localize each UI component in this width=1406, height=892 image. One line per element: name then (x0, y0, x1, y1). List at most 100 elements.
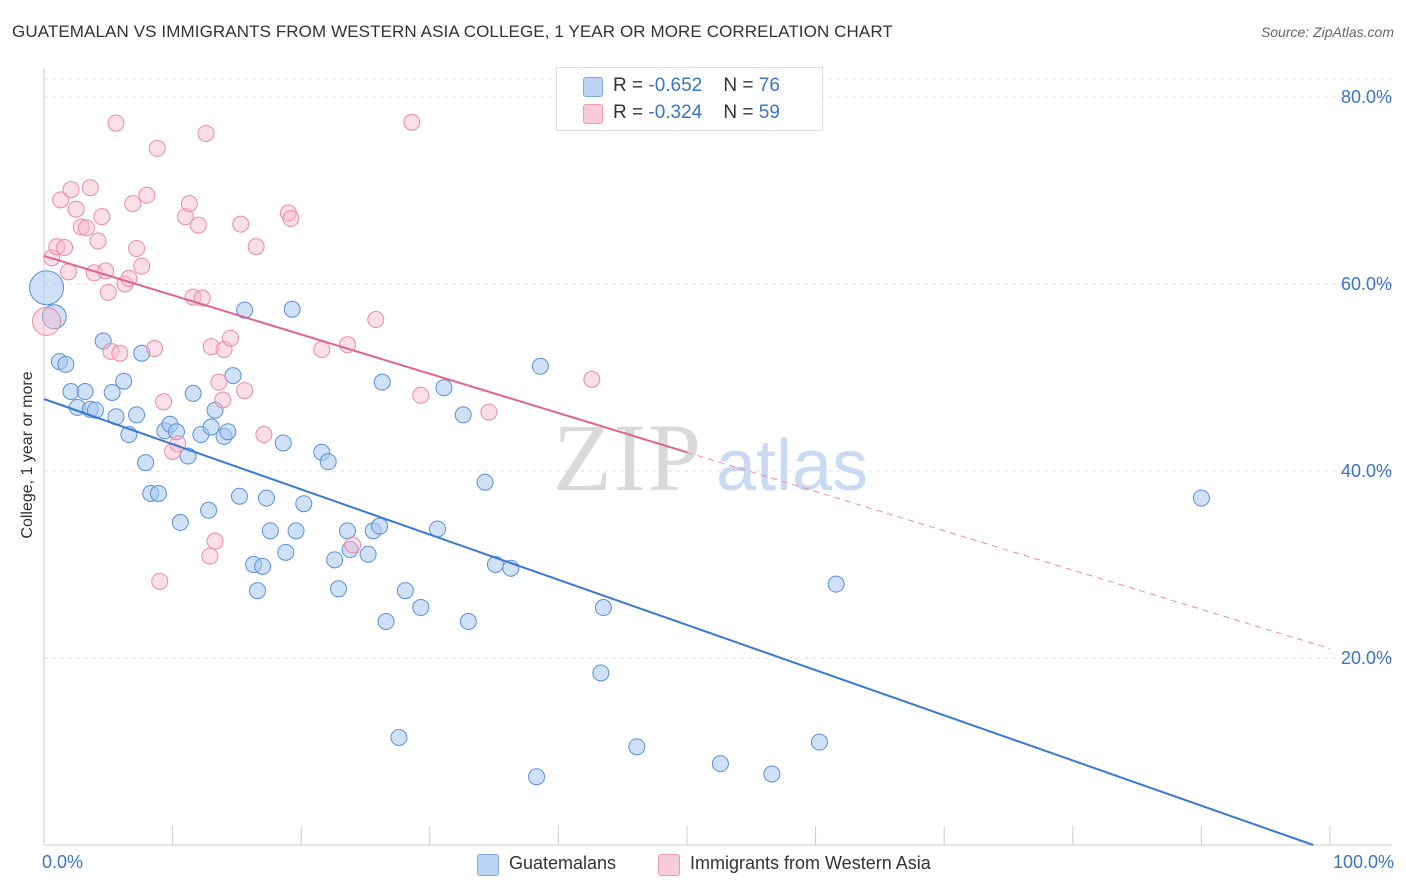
guatemalan-point (219, 423, 237, 441)
western-asia-point (151, 572, 169, 590)
western-asia-point (56, 239, 74, 257)
guatemalan-point (254, 557, 272, 575)
western-asia-point (247, 238, 265, 256)
legend-n-label: N = (723, 75, 759, 96)
guatemalan-point (171, 513, 189, 531)
guatemalan-point (371, 517, 389, 535)
legend-swatch-guatemalans (583, 77, 603, 97)
legend-r-value: -0.652 (648, 75, 703, 96)
western-asia-point (111, 344, 129, 362)
western-asia-point (128, 239, 146, 257)
guatemalan-trendline (43, 398, 1314, 846)
guatemalan-point (412, 599, 430, 617)
guatemalan-point (341, 541, 359, 559)
guatemalan-point (128, 406, 146, 424)
western-asia-point (214, 391, 232, 409)
legend-swatch-western-asia (583, 104, 603, 124)
western-asia-point (367, 311, 385, 329)
y-tick-label: 20.0% (1341, 648, 1392, 668)
western-asia-point (221, 329, 239, 347)
guatemalan-point (103, 383, 121, 401)
western-asia-point (344, 536, 362, 554)
guatemalan-point (329, 580, 347, 598)
western-asia-point (99, 283, 117, 301)
guatemalan-point (377, 613, 395, 631)
guatemalan-point (373, 373, 391, 391)
western-asia-point (62, 181, 80, 199)
western-asia-point (338, 336, 356, 354)
western-asia-point (202, 338, 220, 356)
source-label: Source: ZipAtlas.com (1260, 24, 1394, 40)
western-asia-point (52, 191, 70, 209)
western-asia-point (89, 232, 107, 250)
western-asia-point (81, 179, 99, 197)
western-asia-trendline-extension (686, 451, 1331, 650)
guatemalan-point (133, 344, 151, 362)
y-tick-label: 80.0% (1341, 87, 1392, 107)
guatemalan-point (435, 379, 453, 397)
y-tick-label: 40.0% (1341, 461, 1392, 481)
western-asia-point (282, 210, 300, 228)
western-asia-point (155, 393, 173, 411)
guatemalan-point (115, 372, 133, 390)
guatemalan-point (592, 664, 610, 682)
guatemalan-point (459, 613, 477, 631)
western-asia-point (480, 403, 498, 421)
guatemalan-point (184, 384, 202, 402)
western-asia-point (403, 113, 421, 131)
legend-n-value: 76 (758, 75, 780, 96)
guatemalan-point (476, 473, 494, 491)
guatemalan-point (594, 599, 612, 617)
guatemalan-point (86, 401, 104, 419)
legend-r-label: R = (613, 75, 649, 96)
western-asia-point (232, 215, 250, 233)
guatemalan-point (277, 543, 295, 561)
guatemalan-point (167, 423, 185, 441)
x-tick-label-min: 0.0% (42, 852, 84, 872)
guatemalan-point (283, 300, 301, 318)
guatemalan-point (62, 383, 80, 401)
legend-n-value: 59 (758, 102, 780, 123)
western-asia-point (180, 195, 198, 213)
guatemalan-point (531, 357, 549, 375)
guatemalan-point (454, 406, 472, 424)
western-asia-point (176, 208, 194, 226)
western-asia-trendline (43, 254, 688, 454)
guatemalan-point (295, 495, 313, 513)
guatemalan-point (257, 489, 275, 507)
guatemalan-point (628, 738, 646, 756)
bottom-legend-label-guatemalans: Guatemalans (509, 853, 617, 873)
western-asia-point (107, 114, 125, 132)
guatemalan-point (137, 454, 155, 472)
guatemalan-point (810, 733, 828, 751)
western-asia-point (189, 216, 207, 234)
legend-box: R = -0.652 N = 76 R = -0.324 N = 59 (556, 67, 823, 131)
bottom-legend: Guatemalans Immigrants from Western Asia (0, 852, 1406, 878)
western-asia-point (197, 124, 215, 142)
guatemalan-point (261, 522, 279, 540)
western-asia-point (583, 370, 601, 388)
western-asia-point (59, 263, 77, 281)
western-asia-point (146, 340, 164, 358)
guatemalan-point (274, 434, 292, 452)
legend-n-label: N = (723, 102, 759, 123)
watermark-zip: ZIP (553, 404, 703, 511)
western-asia-point (138, 186, 156, 204)
legend-r-value: -0.324 (648, 102, 703, 123)
western-asia-point (412, 386, 430, 404)
x-tick-label-max: 100.0% (1332, 852, 1394, 872)
guatemalan-point (763, 765, 781, 783)
western-asia-point (206, 532, 224, 550)
western-asia-point (32, 306, 62, 336)
western-asia-point (133, 257, 151, 275)
guatemalan-point (711, 755, 729, 773)
guatemalan-point (149, 484, 167, 502)
y-tick-label: 60.0% (1341, 274, 1392, 294)
guatemalan-point (287, 522, 305, 540)
guatemalan-point (248, 582, 266, 600)
bottom-legend-swatch-guatemalans (477, 854, 499, 876)
legend-r-label: R = (613, 102, 649, 123)
guatemalan-point (1192, 489, 1210, 507)
guatemalan-point (202, 418, 220, 436)
